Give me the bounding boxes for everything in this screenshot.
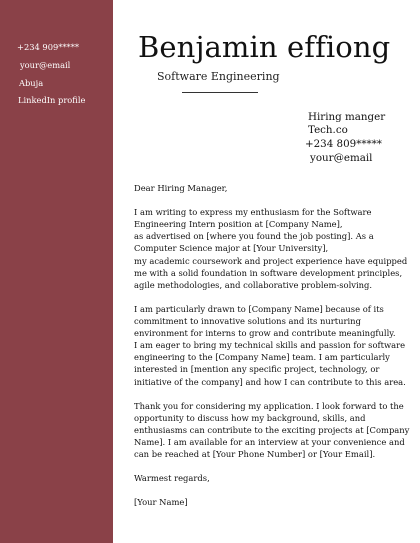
recipient-email: your@email <box>310 152 373 164</box>
paragraph-1: I am writing to express my enthusiasm fo… <box>134 206 408 291</box>
letter-line: can be reached at [Your Phone Number] or… <box>134 449 376 460</box>
paragraph-3: Thank you for considering my application… <box>134 400 410 460</box>
salutation: Dear Hiring Manager, <box>134 183 228 193</box>
letter-line: I am writing to express my enthusiasm fo… <box>134 207 372 218</box>
recipient-company: Tech.co <box>308 124 348 136</box>
letter-line: environment for interns to grow and cont… <box>134 328 396 339</box>
letter-line: as advertised on [where you found the jo… <box>134 231 374 242</box>
letter-line: Name]. I am available for an interview a… <box>134 436 405 447</box>
header-divider <box>182 92 258 93</box>
sidebar-linkedin: LinkedIn profile <box>18 95 86 105</box>
letter-line: engineering to the [Company Name] team. … <box>134 352 390 363</box>
letter-line: I am particularly drawn to [Company Name… <box>134 303 384 314</box>
letter-line: Computer Science major at [Your Universi… <box>134 243 329 254</box>
sidebar: +234 909***** your@email Abuja LinkedIn … <box>0 0 113 543</box>
letter-line: enthusiasms can contribute to the exciti… <box>134 424 410 435</box>
letter-line: opportunity to discuss how my background… <box>134 412 366 423</box>
recipient-phone: +234 809***** <box>305 138 382 150</box>
sidebar-location: Abuja <box>19 78 44 88</box>
letter-line: initiative of the company] and how I can… <box>134 376 406 387</box>
candidate-name: Benjamin effiong <box>138 30 391 64</box>
letter-body: Dear Hiring Manager, I am writing to exp… <box>134 182 410 521</box>
closing: Warmest regards, <box>134 473 210 484</box>
sidebar-phone: +234 909***** <box>17 42 80 52</box>
signature: [Your Name] <box>134 497 188 508</box>
sidebar-email: your@email <box>20 60 71 70</box>
letter-line: Engineering Intern position at [Company … <box>134 219 343 230</box>
letter-line: my academic coursework and project exper… <box>134 255 408 266</box>
letter-line: agile methodologies, and collaborative p… <box>134 279 373 290</box>
candidate-role: Software Engineering <box>157 70 280 83</box>
letter-line: commitment to innovative solutions and i… <box>134 316 361 327</box>
paragraph-2: I am particularly drawn to [Company Name… <box>134 303 406 388</box>
letter-line: Thank you for considering my application… <box>134 400 404 411</box>
recipient-title: Hiring manger <box>308 111 386 123</box>
letter-line: me with a solid foundation in software d… <box>134 267 403 278</box>
letter-line: I am eager to bring my technical skills … <box>134 340 406 351</box>
letter-line: interested in [mention any specific proj… <box>134 364 380 375</box>
